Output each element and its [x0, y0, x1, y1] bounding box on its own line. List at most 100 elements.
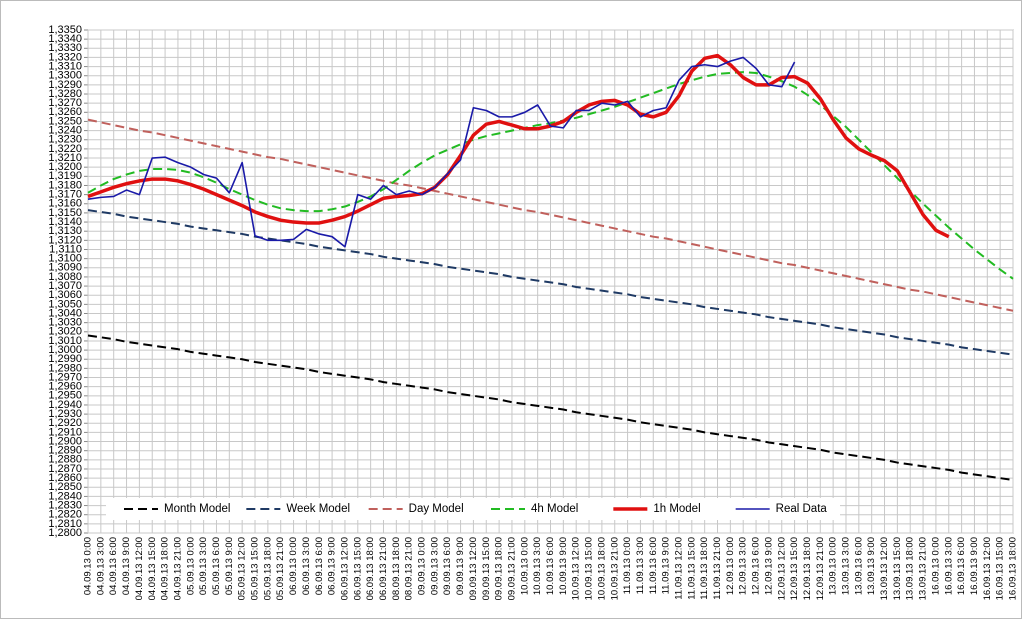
y-tick-label: 1,3300: [48, 70, 82, 82]
y-tick-label: 1,2950: [48, 390, 82, 402]
x-tick-label: 12.09.13 18:00: [802, 537, 813, 600]
x-tick-label: 16.09.13 18:00: [1008, 537, 1019, 600]
y-tick-label: 1,3010: [48, 335, 82, 347]
x-tick-label: 05.09.13 12:00: [237, 537, 248, 600]
y-tick-label: 1,2810: [48, 518, 82, 530]
y-tick-label: 1,2940: [48, 399, 82, 411]
y-tick-label: 1,3200: [48, 161, 82, 173]
x-tick-label: 06.09.13 15:00: [352, 537, 363, 600]
y-tick-label: 1,3350: [48, 24, 82, 36]
y-tick-label: 1,3170: [48, 189, 82, 201]
x-tick-label: 04.09.13 9:00: [121, 537, 132, 595]
x-tick-label: 04.09.13 0:00: [83, 537, 94, 595]
y-tick-label: 1,2920: [48, 417, 82, 429]
y-tick-label: 1,3040: [48, 307, 82, 319]
y-tick-label: 1,3000: [48, 344, 82, 356]
y-tick-label: 1,3340: [48, 33, 82, 45]
y-tick-label: 1,2960: [48, 381, 82, 393]
x-tick-label: 09.09.13 21:00: [506, 537, 517, 600]
series-line: [87, 209, 1014, 356]
x-tick-label: 05.09.13 21:00: [275, 537, 286, 600]
y-tick-label: 1,3030: [48, 317, 82, 329]
x-tick-label: 06.09.13 18:00: [365, 537, 376, 600]
x-tick-label: 12.09.13 6:00: [751, 537, 762, 595]
legend-label: Week Model: [286, 503, 350, 515]
y-tick-label: 1,3130: [48, 225, 82, 237]
y-tick-label: 1,3090: [48, 262, 82, 274]
y-tick-label: 1,3080: [48, 271, 82, 283]
y-tick-label: 1,3310: [48, 60, 82, 72]
y-tick-label: 1,2890: [48, 445, 82, 457]
x-tick-label: 11.09.13 15:00: [686, 537, 697, 600]
x-tick-label: 08.09.13 18:00: [391, 537, 402, 600]
y-tick-label: 1,2970: [48, 371, 82, 383]
y-tick-label: 1,3050: [48, 298, 82, 310]
y-tick-label: 1,2850: [48, 481, 82, 493]
y-tick-label: 1,3180: [48, 179, 82, 191]
legend-label: 1h Model: [653, 503, 700, 515]
x-tick-label: 10.09.13 18:00: [596, 537, 607, 600]
x-tick-label: 12.09.13 0:00: [725, 537, 736, 595]
legend-label: Month Model: [164, 503, 230, 515]
x-tick-label: 11.09.13 21:00: [712, 537, 723, 600]
x-tick-label: 13.09.13 0:00: [828, 537, 839, 595]
x-tick-label: 04.09.13 6:00: [108, 537, 119, 595]
y-tick-label: 1,3060: [48, 289, 82, 301]
legend-label: Real Data: [776, 503, 828, 515]
x-tick-label: 12.09.13 12:00: [776, 537, 787, 600]
y-tick-label: 1,3070: [48, 280, 82, 292]
x-tick-label: 10.09.13 21:00: [609, 537, 620, 600]
x-tick-label: 09.09.13 0:00: [417, 537, 428, 595]
x-tick-label: 05.09.13 18:00: [262, 537, 273, 600]
legend-box: [106, 498, 840, 520]
x-tick-label: 08.09.13 21:00: [404, 537, 415, 600]
y-tick-label: 1,3250: [48, 115, 82, 127]
y-tick-label: 1,3150: [48, 207, 82, 219]
y-tick-label: 1,2870: [48, 463, 82, 475]
series-line: [87, 56, 796, 248]
y-tick-label: 1,3290: [48, 79, 82, 91]
y-tick-label: 1,3230: [48, 134, 82, 146]
x-tick-label: 10.09.13 12:00: [571, 537, 582, 600]
x-tick-label: 12.09.13 9:00: [763, 537, 774, 595]
x-tick-label: 10.09.13 15:00: [584, 537, 595, 600]
x-tick-label: 11.09.13 9:00: [661, 537, 672, 594]
y-tick-label: 1,3270: [48, 97, 82, 109]
x-tick-label: 16.09.13 3:00: [943, 537, 954, 595]
x-tick-label: 09.09.13 3:00: [429, 537, 440, 595]
y-tick-label: 1,3320: [48, 51, 82, 63]
y-tick-label: 1,2880: [48, 454, 82, 466]
x-tick-label: 04.09.13 3:00: [95, 537, 106, 595]
y-tick-label: 1,3140: [48, 216, 82, 228]
y-tick-label: 1,3100: [48, 253, 82, 265]
x-tick-label: 09.09.13 15:00: [481, 537, 492, 600]
x-tick-label: 04.09.13 15:00: [147, 537, 158, 600]
x-tick-label: 06.09.13 0:00: [288, 537, 299, 595]
x-tick-label: 04.09.13 21:00: [172, 537, 183, 600]
x-tick-label: 09.09.13 18:00: [494, 537, 505, 600]
y-tick-label: 1,3020: [48, 326, 82, 338]
series-line: [87, 334, 1014, 481]
x-tick-label: 06.09.13 12:00: [339, 537, 350, 600]
x-tick-label: 06.09.13 6:00: [314, 537, 325, 595]
x-tick-label: 10.09.13 6:00: [545, 537, 556, 595]
x-tick-label: 10.09.13 0:00: [519, 537, 530, 595]
y-tick-label: 1,3110: [49, 243, 82, 255]
x-tick-label: 13.09.13 3:00: [841, 537, 852, 595]
legend: Month Model Week Model Day Model 4h Model 1h…: [106, 498, 840, 520]
x-tick-label: 11.09.13 3:00: [635, 537, 646, 594]
y-tick-label: 1,3160: [48, 198, 82, 210]
y-tick-label: 1,3220: [48, 143, 82, 155]
legend-label: Day Model: [409, 503, 464, 515]
y-tick-label: 1,2900: [48, 435, 82, 447]
x-tick-label: 11.09.13 12:00: [673, 537, 684, 600]
x-tick-label: 05.09.13 6:00: [211, 537, 222, 595]
series-line: [87, 71, 1014, 280]
x-tick-label: 06.09.13 21:00: [378, 537, 389, 600]
x-tick-label: 06.09.13 3:00: [301, 537, 312, 595]
series-line: [87, 118, 1014, 312]
legend-label: 4h Model: [531, 503, 578, 515]
y-tick-label: 1,3190: [48, 170, 82, 182]
x-tick-label: 13.09.13 18:00: [905, 537, 916, 600]
